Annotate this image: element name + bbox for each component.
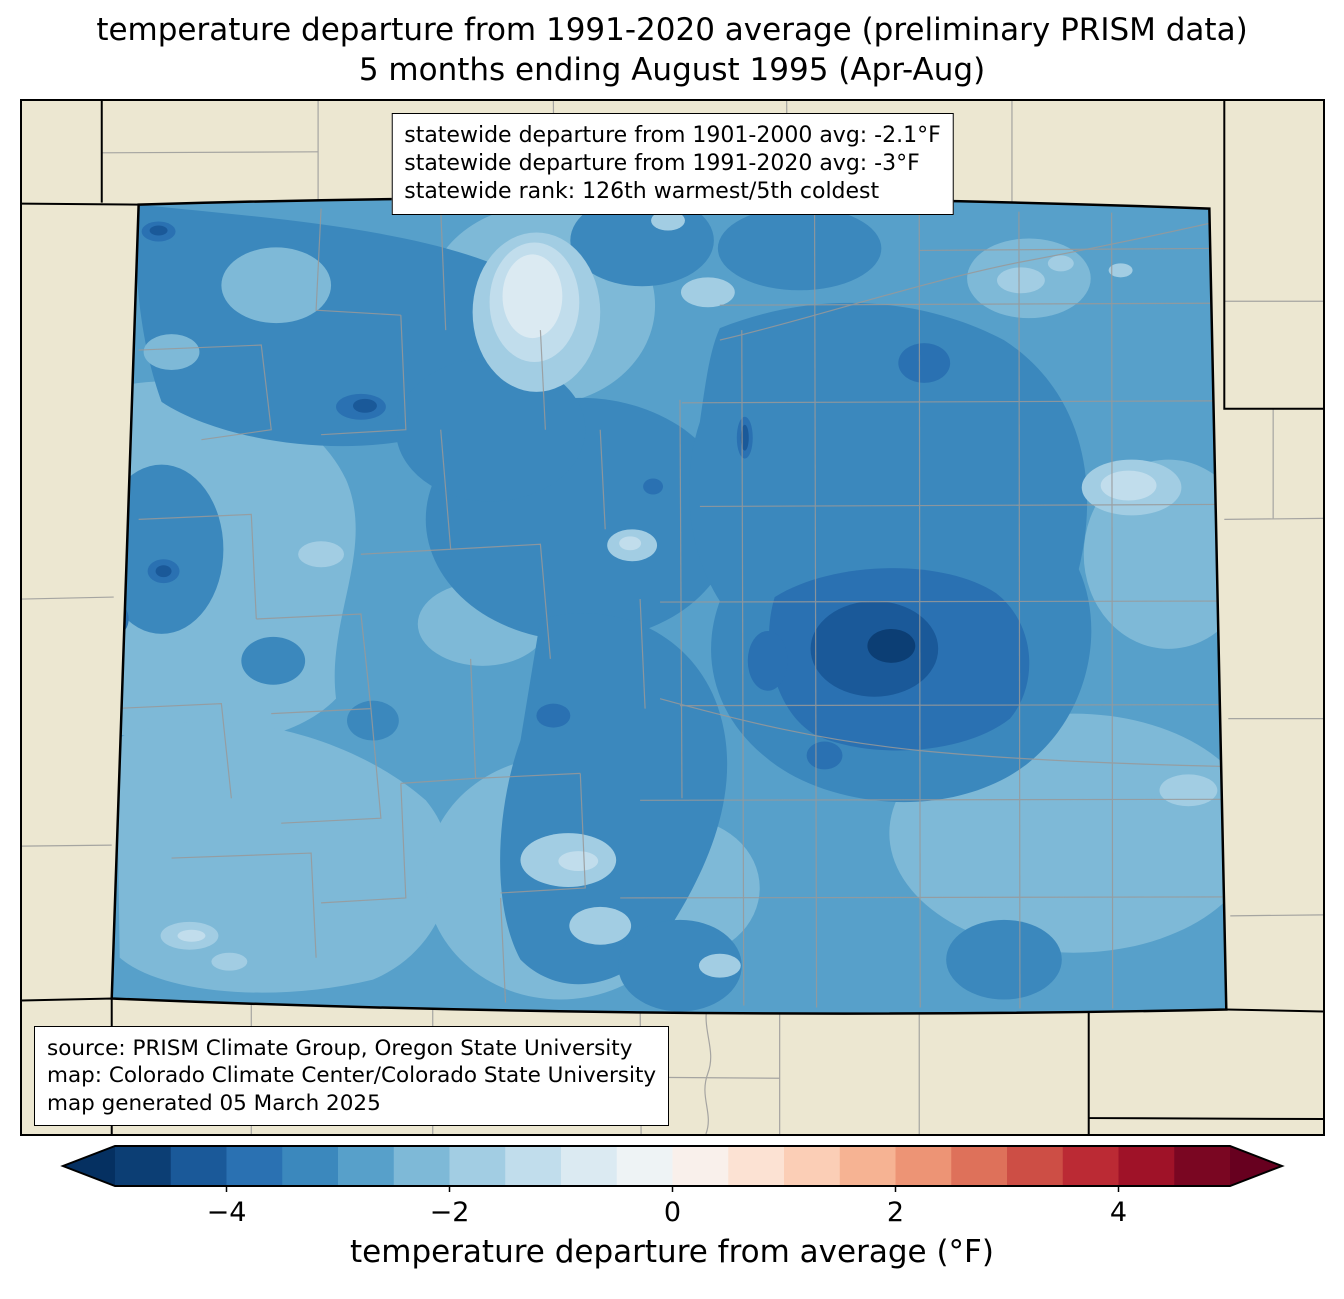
colorbar-segment xyxy=(170,1146,228,1186)
colorbar-tick-label: −4 xyxy=(207,1197,247,1228)
source-box: source: PRISM Climate Group, Oregon Stat… xyxy=(34,1026,670,1126)
colorbar-segment xyxy=(895,1146,952,1186)
source-line-1: source: PRISM Climate Group, Oregon Stat… xyxy=(47,1036,633,1062)
colorbar-under-arrow xyxy=(63,1146,115,1186)
colorbar-segment xyxy=(115,1146,172,1186)
colorbar-segment xyxy=(1174,1146,1231,1186)
colorbar-tick-label: 0 xyxy=(664,1197,681,1228)
figure-title: temperature departure from 1991-2020 ave… xyxy=(0,10,1344,91)
source-line-2: map: Colorado Climate Center/Colorado St… xyxy=(47,1063,657,1089)
anomaly-contours xyxy=(111,197,1227,1012)
stats-line-1: statewide departure from 1901-2000 avg: … xyxy=(404,123,941,148)
colorbar-outline xyxy=(60,1145,1285,1187)
colorbar-tick-label: 2 xyxy=(887,1197,904,1228)
colorbar-segment xyxy=(784,1146,841,1186)
neighbor-state-borders xyxy=(22,101,1323,1134)
colorbar-segment xyxy=(728,1146,785,1186)
stats-box: statewide departure from 1901-2000 avg: … xyxy=(391,113,954,215)
contour-lighter-patches xyxy=(143,247,332,370)
colorbar: −4 −2 0 2 4 xyxy=(60,1145,1285,1228)
colorbar-segment xyxy=(561,1146,618,1186)
colorbar-segment xyxy=(338,1146,395,1186)
title-line-2: 5 months ending August 1995 (Apr-Aug) xyxy=(358,52,986,89)
colorbar-segment xyxy=(226,1146,283,1186)
stats-line-2: statewide departure from 1991-2020 avg: … xyxy=(404,150,920,176)
colorbar-segment xyxy=(1062,1146,1120,1186)
stats-line-3: statewide rank: 126th warmest/5th coldes… xyxy=(404,178,880,204)
colorbar-over-arrow xyxy=(1230,1146,1282,1186)
colorbar-segment xyxy=(1118,1146,1175,1186)
colorbar-segment xyxy=(839,1146,897,1186)
contour-region-minus0p5 xyxy=(502,254,563,339)
colorbar-segment xyxy=(393,1146,451,1186)
source-line-3: map generated 05 March 2025 xyxy=(47,1090,381,1116)
contour-region-minus4p5-coldest xyxy=(867,628,916,663)
colorbar-segment xyxy=(1007,1146,1064,1186)
colorbar-segment xyxy=(672,1146,729,1186)
title-line-1: temperature departure from 1991-2020 ave… xyxy=(96,12,1248,48)
colorbar-label: temperature departure from average (°F) xyxy=(350,1234,994,1270)
colorado-county-lines xyxy=(111,208,1224,1009)
map-axes: statewide departure from 1901-2000 avg: … xyxy=(20,99,1325,1136)
colorbar-tick-label: 4 xyxy=(1110,1197,1127,1228)
colorado-anomaly-map xyxy=(22,101,1323,1134)
colorbar-segment xyxy=(505,1146,562,1186)
colorbar-segment xyxy=(449,1146,506,1186)
colorbar-segment xyxy=(951,1146,1008,1186)
colorbar-segment xyxy=(282,1146,339,1186)
colorbar-tick-label: −2 xyxy=(430,1197,470,1228)
colorbar-segment xyxy=(616,1146,674,1186)
